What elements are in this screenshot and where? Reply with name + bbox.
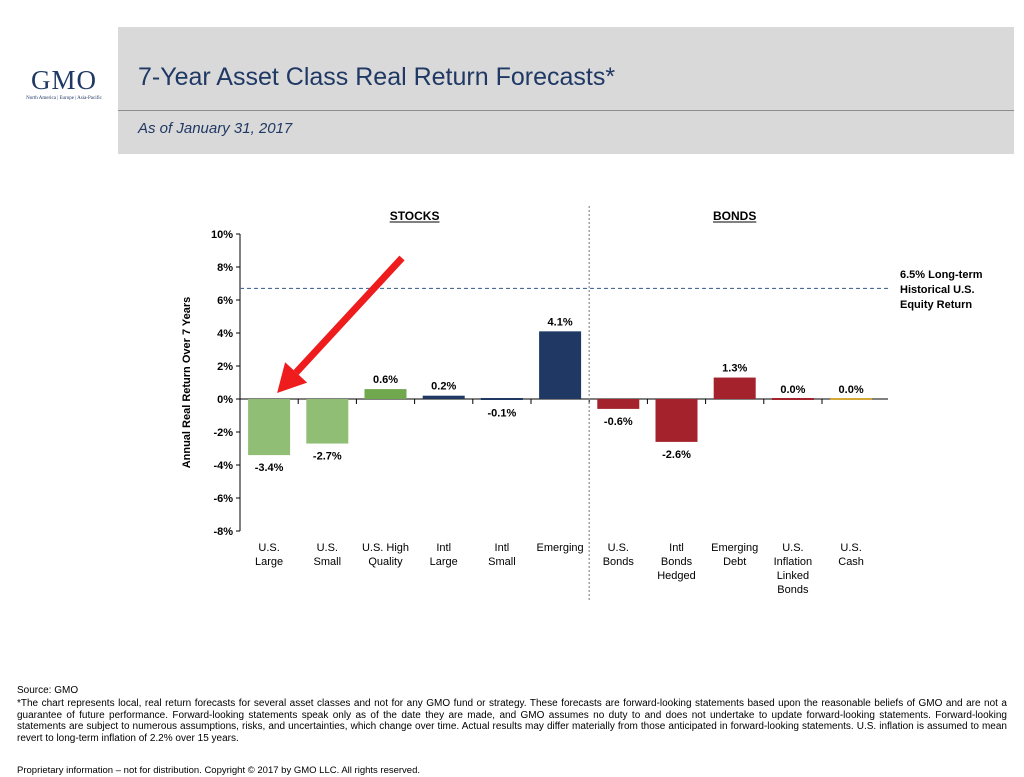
header-divider	[118, 110, 1014, 111]
category-label: Bonds	[603, 556, 635, 568]
category-label: Intl	[669, 542, 684, 554]
category-label: Intl	[495, 542, 510, 554]
category-label: U.S. High	[362, 542, 409, 554]
data-label: 0.0%	[780, 384, 805, 396]
category-label: U.S.	[608, 542, 629, 554]
footer-note: *The chart represents local, real return…	[17, 698, 1007, 744]
category-label: Large	[430, 556, 458, 568]
data-label: -2.6%	[662, 449, 691, 461]
data-label: 0.2%	[431, 381, 456, 393]
y-tick-label: 4%	[217, 328, 233, 340]
category-label: U.S.	[258, 542, 279, 554]
data-label: -3.4%	[255, 462, 284, 474]
category-label: Inflation	[774, 556, 813, 568]
category-label: Bonds	[777, 584, 809, 596]
category-label: Emerging	[711, 542, 758, 554]
group-header: BONDS	[713, 209, 756, 223]
header-band: 7-Year Asset Class Real Return Forecasts…	[118, 27, 1014, 154]
return-forecast-chart: -8% -6% -4% -2% 0% 2% 4% 6% 8% 10% Annual Real Ret…	[181, 206, 983, 600]
category-label: Bonds	[661, 556, 693, 568]
bar	[306, 399, 349, 444]
bar	[364, 389, 407, 399]
category-label: Emerging	[537, 542, 584, 554]
gmo-logo: GMO North America | Europe | Asia-Pacifi…	[18, 66, 110, 101]
data-label: 0.0%	[839, 384, 864, 396]
bar	[713, 377, 756, 399]
y-tick-label: 0%	[217, 394, 233, 406]
category-label: Hedged	[657, 570, 696, 582]
reference-line-label: 6.5% Long-term	[900, 269, 983, 281]
y-tick-label: -2%	[213, 427, 233, 439]
y-tick-label: -8%	[213, 526, 233, 538]
bar	[655, 399, 698, 442]
annotation-arrow-shaft	[293, 255, 405, 375]
y-tick-label: -6%	[213, 493, 233, 505]
bar	[597, 399, 640, 409]
data-label: 0.6%	[373, 374, 398, 386]
data-label: -2.7%	[313, 451, 342, 463]
logo-wordmark: GMO	[30, 65, 97, 95]
bar	[771, 398, 814, 400]
data-label: -0.6%	[604, 416, 633, 428]
category-label: Linked	[777, 570, 809, 582]
annotation-arrow-head	[277, 362, 308, 393]
category-label: Small	[488, 556, 516, 568]
footer-proprietary: Proprietary information – not for distri…	[17, 765, 421, 776]
category-label: Intl	[436, 542, 451, 554]
logo-regions: North America | Europe | Asia-Pacific	[26, 96, 102, 101]
bar	[830, 398, 873, 400]
data-label: -0.1%	[488, 408, 517, 420]
y-tick-label: 10%	[211, 229, 233, 241]
y-tick-label: 8%	[217, 262, 233, 274]
reference-line-label: Equity Return	[900, 299, 972, 311]
bar	[539, 331, 582, 399]
category-label: U.S.	[317, 542, 338, 554]
reference-line-label: Historical U.S.	[900, 284, 975, 296]
page-title: 7-Year Asset Class Real Return Forecasts…	[138, 63, 616, 91]
bar	[248, 399, 291, 456]
group-header: STOCKS	[390, 209, 440, 223]
category-label: Quality	[368, 556, 403, 568]
category-label: Small	[314, 556, 342, 568]
y-axis-title: Annual Real Return Over 7 Years	[181, 297, 193, 469]
bar	[422, 395, 465, 399]
category-label: U.S.	[840, 542, 861, 554]
footer-source: Source: GMO	[17, 685, 79, 696]
category-label: Cash	[838, 556, 864, 568]
category-label: Large	[255, 556, 283, 568]
page-subtitle: As of January 31, 2017	[138, 120, 293, 137]
bar	[480, 398, 523, 400]
y-tick-label: -4%	[213, 460, 233, 472]
category-label: Debt	[723, 556, 746, 568]
category-label: U.S.	[782, 542, 803, 554]
data-label: 4.1%	[548, 316, 573, 328]
y-tick-label: 6%	[217, 295, 233, 307]
data-label: 1.3%	[722, 363, 747, 375]
y-tick-label: 2%	[217, 361, 233, 373]
